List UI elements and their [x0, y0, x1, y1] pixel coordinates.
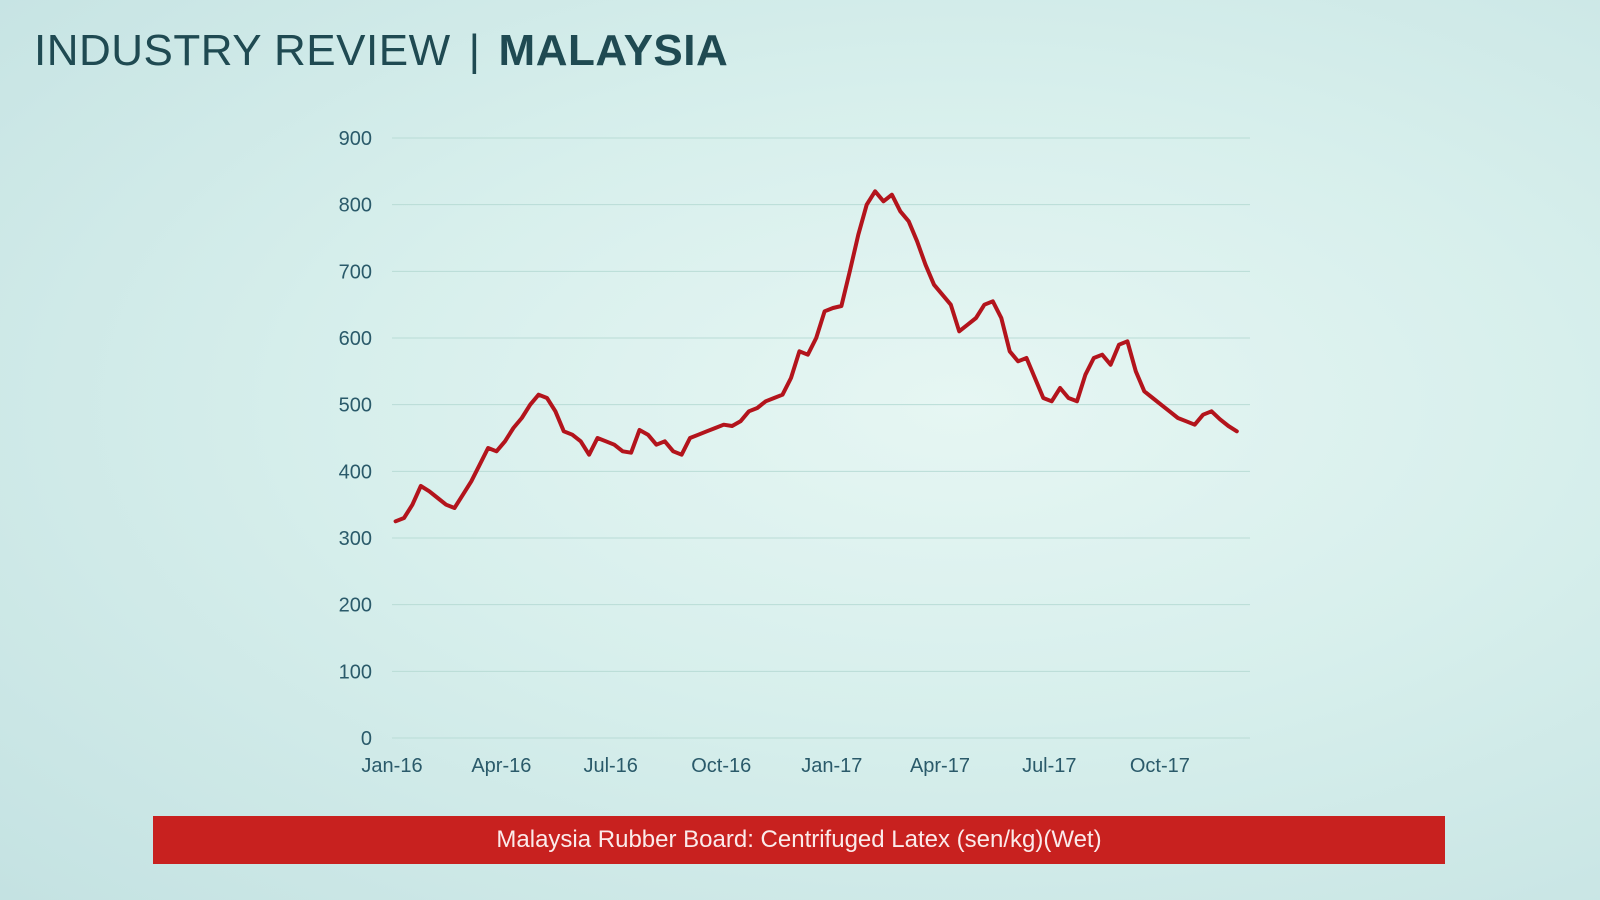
y-axis-ticks: 0 100 200 300 400 500 600 700 800 900	[339, 128, 372, 750]
x-tick-label: Jan-17	[801, 755, 862, 777]
y-tick-label: 800	[339, 195, 372, 217]
y-tick-label: 0	[361, 728, 372, 750]
title-separator: |	[468, 26, 481, 75]
series-layer	[393, 189, 1239, 524]
y-tick-label: 600	[339, 328, 372, 350]
y-tick-label: 900	[339, 128, 372, 150]
chart-caption-bar: Malaysia Rubber Board: Centrifuged Latex…	[153, 816, 1445, 864]
grid-lines	[392, 137, 1250, 739]
y-tick-label: 700	[339, 261, 372, 283]
x-tick-label: Jul-16	[583, 755, 637, 777]
chart-caption: Malaysia Rubber Board: Centrifuged Latex…	[496, 826, 1102, 853]
title-country: MALAYSIA	[498, 26, 729, 75]
slide-title: INDUSTRY REVIEW | MALAYSIA	[34, 26, 728, 76]
x-tick-label: Jul-17	[1022, 755, 1076, 777]
x-tick-label: Oct-16	[691, 755, 751, 777]
series-line-0	[393, 189, 1239, 524]
y-tick-label: 200	[339, 595, 372, 617]
title-industry-review: INDUSTRY REVIEW	[34, 26, 451, 75]
x-tick-label: Jan-16	[361, 755, 422, 777]
x-tick-label: Apr-17	[910, 755, 970, 777]
y-tick-label: 500	[339, 395, 372, 417]
y-tick-label: 400	[339, 461, 372, 483]
y-tick-label: 100	[339, 661, 372, 683]
y-tick-label: 300	[339, 528, 372, 550]
x-tick-label: Apr-16	[471, 755, 531, 777]
x-tick-label: Oct-17	[1130, 755, 1190, 777]
x-axis-ticks: Jan-16 Apr-16 Jul-16 Oct-16 Jan-17 Apr-17 Jul-…	[361, 755, 1189, 777]
